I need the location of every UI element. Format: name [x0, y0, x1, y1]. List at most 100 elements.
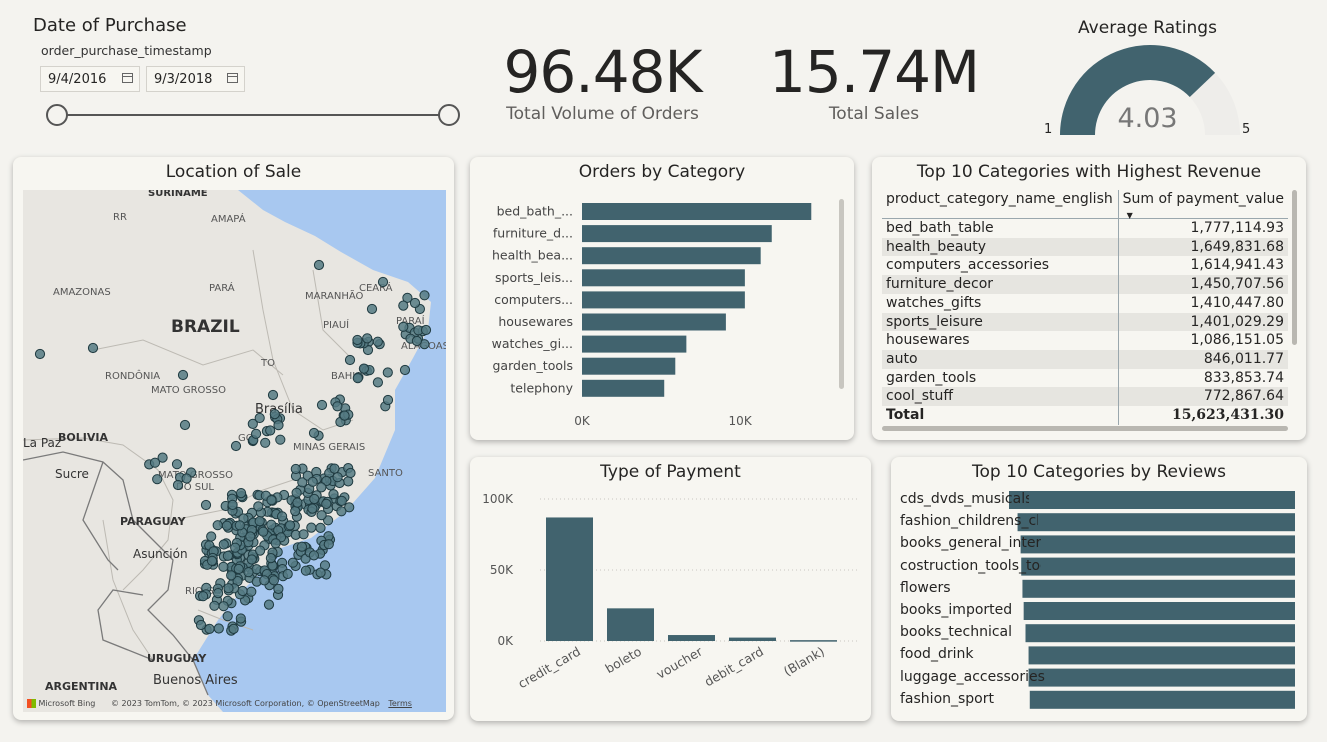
sale-location-dot[interactable]	[290, 506, 301, 517]
sale-location-dot[interactable]	[344, 502, 355, 513]
sale-location-dot[interactable]	[198, 591, 209, 602]
sale-location-dot[interactable]	[382, 394, 394, 406]
vertical-scrollbar[interactable]	[1292, 190, 1297, 345]
table-row[interactable]: watches_gifts 1,410,447.80	[882, 293, 1288, 313]
sale-location-dot[interactable]	[87, 342, 99, 354]
sale-location-dot[interactable]	[223, 583, 234, 594]
sale-location-dot[interactable]	[157, 452, 168, 463]
sale-location-dot[interactable]	[218, 601, 229, 612]
terms-link[interactable]: Terms	[388, 699, 412, 708]
sale-location-dot[interactable]	[366, 303, 378, 315]
review-bar[interactable]	[1028, 646, 1295, 665]
review-bar[interactable]	[1028, 668, 1295, 687]
category-bar[interactable]	[582, 203, 812, 220]
sale-location-dot[interactable]	[315, 567, 326, 578]
table-row[interactable]: bed_bath_table 1,777,114.93	[882, 218, 1288, 238]
sale-location-dot[interactable]	[398, 321, 409, 332]
sales-map[interactable]: SURINAME RR AMAPÁ AMAZONAS PARÁ MARANHÃO…	[23, 190, 446, 712]
sale-location-dot[interactable]	[273, 420, 284, 431]
category-bar[interactable]	[582, 313, 726, 331]
end-date-input[interactable]: 9/3/2018	[146, 66, 245, 92]
sale-location-dot[interactable]	[372, 336, 383, 347]
sale-location-dot[interactable]	[308, 427, 320, 439]
category-bar[interactable]	[582, 247, 761, 265]
table-row[interactable]: cool_stuff 772,867.64	[882, 387, 1288, 407]
sale-location-dot[interactable]	[179, 419, 191, 431]
sale-location-dot[interactable]	[399, 364, 411, 376]
sale-locations[interactable]	[23, 190, 446, 712]
sale-location-dot[interactable]	[297, 477, 308, 488]
category-bar[interactable]	[582, 291, 745, 309]
sale-location-dot[interactable]	[269, 409, 280, 420]
sale-location-dot[interactable]	[282, 568, 293, 580]
payment-bar[interactable]	[607, 608, 654, 641]
payment-bar[interactable]	[790, 640, 837, 642]
sale-location-dot[interactable]	[377, 276, 389, 288]
sale-location-dot[interactable]	[227, 499, 238, 510]
sale-location-dot[interactable]	[200, 499, 212, 511]
sale-location-dot[interactable]	[290, 463, 301, 475]
category-bar[interactable]	[582, 357, 676, 375]
sale-location-dot[interactable]	[265, 425, 276, 436]
sort-desc-icon[interactable]: ▼	[1126, 211, 1133, 220]
sale-location-dot[interactable]	[222, 550, 233, 561]
sale-location-dot[interactable]	[275, 434, 286, 445]
sale-location-dot[interactable]	[209, 600, 220, 611]
sale-location-dot[interactable]	[171, 459, 183, 470]
review-bar[interactable]	[1025, 624, 1296, 643]
sale-location-dot[interactable]	[291, 487, 302, 498]
sale-location-dot[interactable]	[204, 623, 215, 634]
sale-location-dot[interactable]	[308, 550, 319, 561]
sale-location-dot[interactable]	[352, 373, 363, 384]
sale-location-dot[interactable]	[285, 520, 296, 531]
category-bar[interactable]	[582, 225, 772, 243]
range-start-handle[interactable]	[46, 104, 68, 126]
review-bar[interactable]	[1021, 557, 1295, 576]
sale-location-dot[interactable]	[253, 501, 264, 512]
sale-location-dot[interactable]	[309, 493, 320, 505]
sale-location-dot[interactable]	[343, 476, 354, 487]
date-range-track[interactable]	[57, 114, 449, 116]
sale-location-dot[interactable]	[235, 613, 246, 624]
sale-location-dot[interactable]	[218, 561, 229, 572]
sale-location-dot[interactable]	[332, 472, 343, 483]
review-bar[interactable]	[1017, 513, 1295, 532]
sale-location-dot[interactable]	[298, 529, 309, 540]
sale-location-dot[interactable]	[260, 437, 271, 448]
sale-location-dot[interactable]	[268, 575, 279, 586]
sale-location-dot[interactable]	[315, 522, 326, 533]
sale-location-dot[interactable]	[265, 553, 276, 564]
calendar-icon[interactable]	[227, 73, 238, 83]
sale-location-dot[interactable]	[344, 354, 356, 366]
sale-location-dot[interactable]	[233, 563, 244, 575]
sale-location-dot[interactable]	[206, 555, 218, 566]
sale-location-dot[interactable]	[251, 428, 262, 439]
sale-location-dot[interactable]	[255, 545, 266, 556]
sale-location-dot[interactable]	[332, 401, 343, 412]
sale-location-dot[interactable]	[358, 363, 369, 374]
sale-location-dot[interactable]	[230, 542, 241, 553]
sale-location-dot[interactable]	[221, 520, 232, 531]
sale-location-dot[interactable]	[307, 476, 318, 487]
sale-location-dot[interactable]	[247, 418, 258, 429]
sale-location-dot[interactable]	[270, 538, 281, 549]
sale-location-dot[interactable]	[34, 348, 46, 360]
sale-location-dot[interactable]	[409, 297, 421, 309]
sale-location-dot[interactable]	[177, 369, 189, 381]
category-bar[interactable]	[582, 335, 687, 353]
sale-location-dot[interactable]	[402, 292, 413, 304]
sale-location-dot[interactable]	[246, 586, 257, 597]
review-bar[interactable]	[1022, 579, 1295, 598]
category-bar[interactable]	[582, 269, 745, 287]
sale-location-dot[interactable]	[213, 588, 224, 599]
table-row[interactable]: housewares 1,086,151.05	[882, 331, 1288, 350]
sale-location-dot[interactable]	[273, 583, 284, 594]
sale-location-dot[interactable]	[382, 367, 393, 378]
sale-location-dot[interactable]	[206, 531, 217, 542]
sale-location-dot[interactable]	[259, 575, 270, 586]
col-header-category[interactable]: product_category_name_english	[882, 190, 1119, 219]
payment-bar[interactable]	[668, 635, 715, 641]
sale-location-dot[interactable]	[323, 539, 334, 550]
sale-location-dot[interactable]	[328, 489, 339, 500]
sale-location-dot[interactable]	[345, 467, 356, 479]
